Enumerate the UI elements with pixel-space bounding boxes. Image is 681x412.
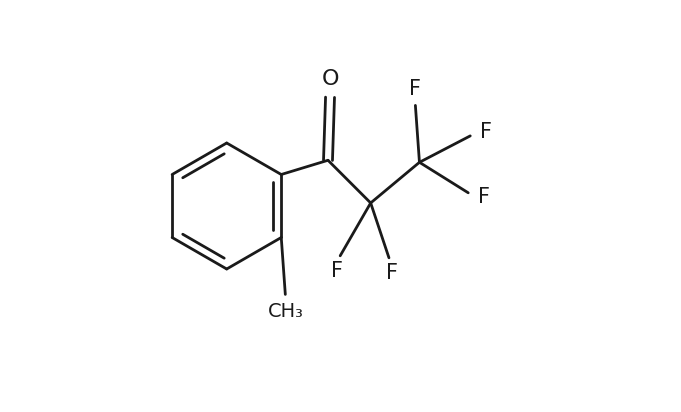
Text: F: F xyxy=(477,187,490,207)
Text: CH₃: CH₃ xyxy=(268,302,303,321)
Text: F: F xyxy=(386,263,398,283)
Text: F: F xyxy=(331,261,343,281)
Text: O: O xyxy=(321,69,338,89)
Text: F: F xyxy=(409,79,422,99)
Text: F: F xyxy=(479,122,492,142)
